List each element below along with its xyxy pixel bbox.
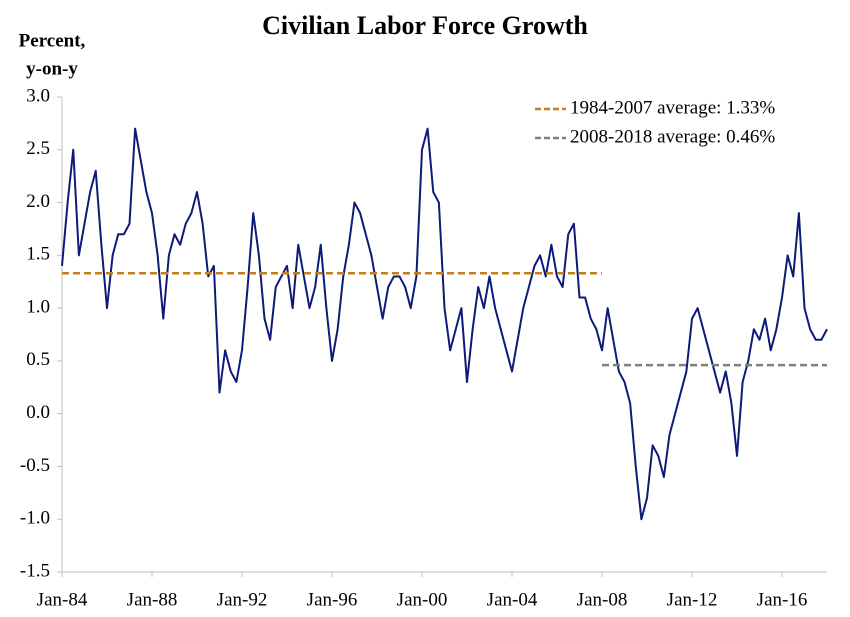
series-line [61,127,828,521]
y-tick-label: 3.0 [26,85,50,106]
y-tick-label: 2.5 [26,138,50,159]
y-axis-label: y-on-y [26,58,78,79]
y-tick-label: -1.0 [20,508,50,529]
x-tick-label: Jan-12 [667,589,718,610]
legend-label: 2008-2018 average: 0.46% [570,126,775,147]
x-tick-label: Jan-16 [757,589,808,610]
x-tick-label: Jan-08 [577,589,628,610]
y-tick-label: -1.5 [20,560,50,581]
x-tick-label: Jan-88 [127,589,178,610]
x-tick-label: Jan-96 [307,589,358,610]
y-tick-label: 2.0 [26,191,50,212]
legend-label: 1984-2007 average: 1.33% [570,97,775,118]
y-tick-label: -0.5 [20,455,50,476]
x-tick-label: Jan-92 [217,589,268,610]
y-axis-label: Percent, [19,30,86,51]
x-tick-label: Jan-04 [487,589,538,610]
y-tick-label: 1.5 [26,244,50,265]
y-tick-label: 0.0 [26,402,50,423]
x-tick-label: Jan-00 [397,589,448,610]
chart-title: Civilian Labor Force Growth [262,11,588,40]
y-tick-label: 0.5 [26,349,50,370]
x-tick-label: Jan-84 [37,589,88,610]
y-tick-label: 1.0 [26,296,50,317]
